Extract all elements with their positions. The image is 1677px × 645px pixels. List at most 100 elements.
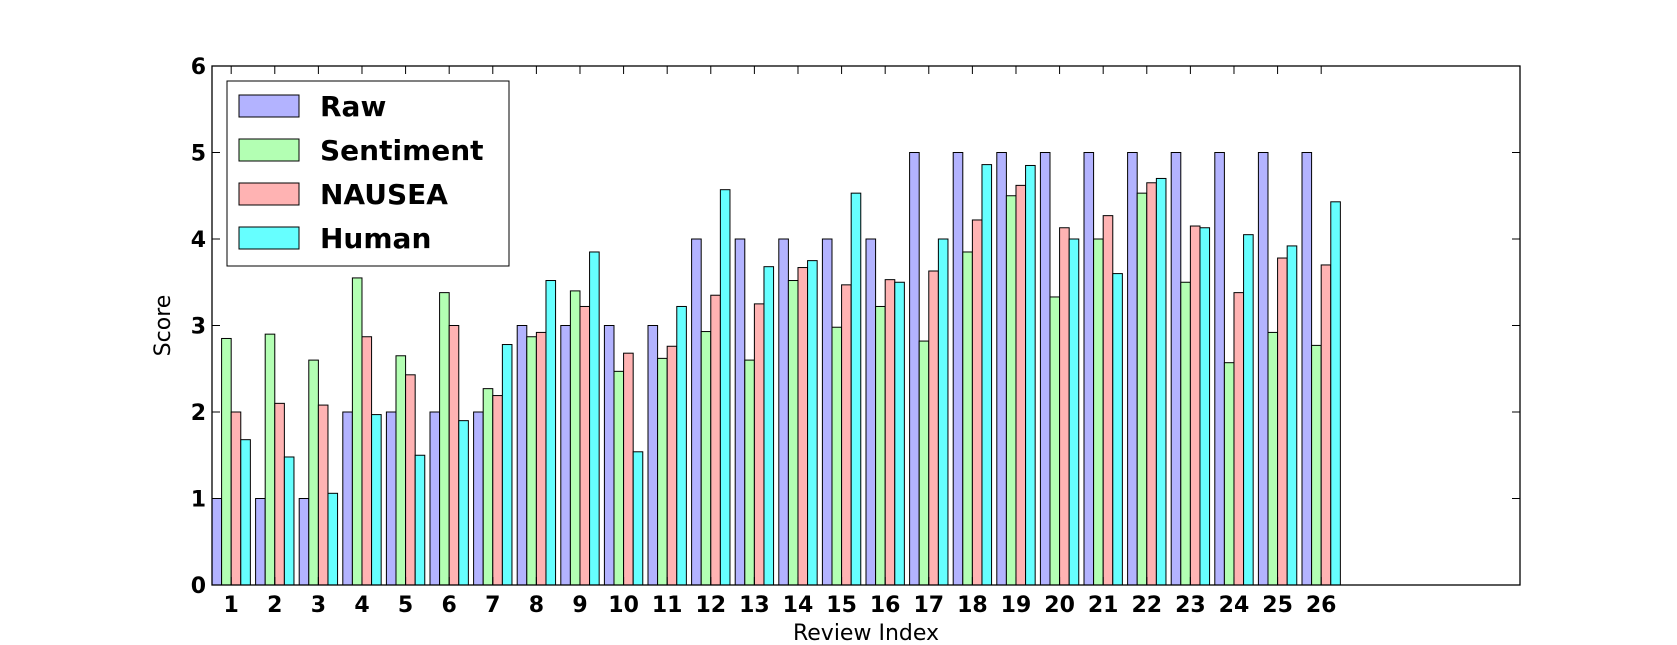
bar-sentiment-24: [1223, 362, 1235, 586]
x-tick-label: 26: [1306, 593, 1337, 618]
bar-human-7: [501, 344, 513, 586]
bar-human-4: [371, 414, 382, 586]
bar-nausea-12: [710, 294, 721, 586]
y-tick-label: 1: [191, 488, 206, 513]
plot-frame: [211, 65, 1521, 586]
bar-human-18: [981, 164, 993, 586]
bar-nausea-24: [1233, 292, 1245, 586]
x-tick-label: 11: [652, 593, 683, 618]
bar-sentiment-16: [875, 305, 886, 586]
bar-sentiment-12: [700, 331, 712, 586]
bar-nausea-9: [579, 305, 591, 586]
bar-sentiment-18: [962, 251, 973, 586]
bar-sentiment-3: [308, 359, 319, 586]
bar-human-6: [458, 420, 469, 586]
bar-human-25: [1286, 245, 1298, 586]
bar-sentiment-8: [526, 336, 537, 586]
x-tick-label: 19: [1001, 593, 1032, 618]
bar-human-26: [1330, 201, 1341, 586]
bar-nausea-25: [1277, 257, 1288, 586]
bar-nausea-15: [841, 284, 852, 586]
x-tick-label: 1: [224, 593, 239, 618]
bar-raw-25: [1257, 152, 1269, 586]
x-tick-label: 17: [913, 593, 944, 618]
bar-human-14: [807, 260, 818, 586]
x-tick-label: 5: [398, 593, 413, 618]
x-tick-label: 15: [826, 593, 857, 618]
bar-raw-24: [1214, 152, 1225, 586]
bar-raw-12: [691, 238, 702, 586]
bar-nausea-6: [448, 325, 460, 586]
y-tick-label: 6: [191, 55, 206, 80]
bar-raw-8: [516, 325, 528, 586]
bar-raw-21: [1083, 152, 1095, 586]
x-tick-label: 12: [695, 593, 726, 618]
bar-nausea-18: [971, 219, 983, 586]
bar-sentiment-4: [351, 277, 363, 586]
x-axis-label: Review Index: [793, 621, 939, 645]
bar-nausea-1: [230, 411, 242, 586]
bar-nausea-2: [274, 402, 285, 586]
bar-human-12: [719, 189, 731, 586]
bar-human-3: [327, 492, 339, 586]
x-tick-label: 9: [572, 593, 587, 618]
bar-human-22: [1155, 177, 1167, 586]
x-tick-label: 14: [783, 593, 814, 618]
x-tick-label: 6: [442, 593, 457, 618]
bar-raw-9: [560, 325, 571, 586]
bar-sentiment-23: [1180, 281, 1191, 586]
bar-raw-23: [1170, 152, 1182, 586]
legend-swatch-sentiment: [238, 138, 300, 162]
bar-nausea-11: [666, 345, 678, 586]
bar-sentiment-11: [657, 357, 668, 586]
bar-raw-18: [952, 152, 964, 586]
x-tick-label: 13: [739, 593, 770, 618]
legend-label-human: Human: [320, 222, 431, 255]
x-tick-label: 16: [870, 593, 901, 618]
bar-sentiment-25: [1267, 331, 1279, 586]
bar-sentiment-9: [569, 290, 581, 586]
bar-sentiment-5: [395, 355, 407, 586]
bar-human-19: [1025, 164, 1036, 586]
bar-sentiment-26: [1311, 344, 1322, 586]
bar-raw-11: [647, 325, 659, 586]
bar-human-1: [240, 439, 251, 586]
bar-sentiment-14: [787, 280, 799, 586]
bar-human-2: [283, 456, 295, 586]
x-tick-label: 4: [354, 593, 369, 618]
y-tick-label: 4: [191, 228, 206, 253]
bar-raw-14: [778, 238, 789, 586]
bar-nausea-14: [797, 267, 809, 586]
bar-human-8: [545, 280, 557, 586]
y-tick-label: 5: [191, 142, 206, 167]
y-tick-label: 0: [191, 574, 206, 599]
bar-raw-5: [385, 411, 397, 586]
x-tick-label: 7: [485, 593, 500, 618]
bar-human-16: [894, 281, 905, 586]
bar-human-17: [937, 238, 949, 586]
y-tick-label: 3: [191, 315, 206, 340]
bar-nausea-23: [1189, 225, 1201, 586]
x-tick-label: 21: [1088, 593, 1119, 618]
bar-sentiment-1: [221, 337, 232, 586]
bar-nausea-13: [753, 303, 765, 586]
bar-nausea-3: [317, 404, 329, 586]
legend-swatch-raw: [238, 94, 300, 118]
bar-nausea-22: [1146, 182, 1157, 586]
bar-human-15: [850, 192, 862, 586]
bar-nausea-7: [492, 395, 503, 586]
bars-layer: [211, 152, 1341, 586]
bar-sentiment-6: [439, 292, 450, 586]
bar-human-21: [1112, 273, 1123, 586]
bar-raw-3: [298, 498, 310, 586]
bar-nausea-20: [1059, 227, 1070, 586]
bar-sentiment-22: [1136, 192, 1148, 586]
bar-raw-16: [865, 238, 877, 586]
bar-human-5: [414, 454, 426, 586]
bar-sentiment-21: [1093, 238, 1104, 586]
bar-sentiment-17: [918, 340, 930, 586]
bar-nausea-19: [1015, 184, 1027, 586]
bar-raw-4: [342, 411, 353, 586]
